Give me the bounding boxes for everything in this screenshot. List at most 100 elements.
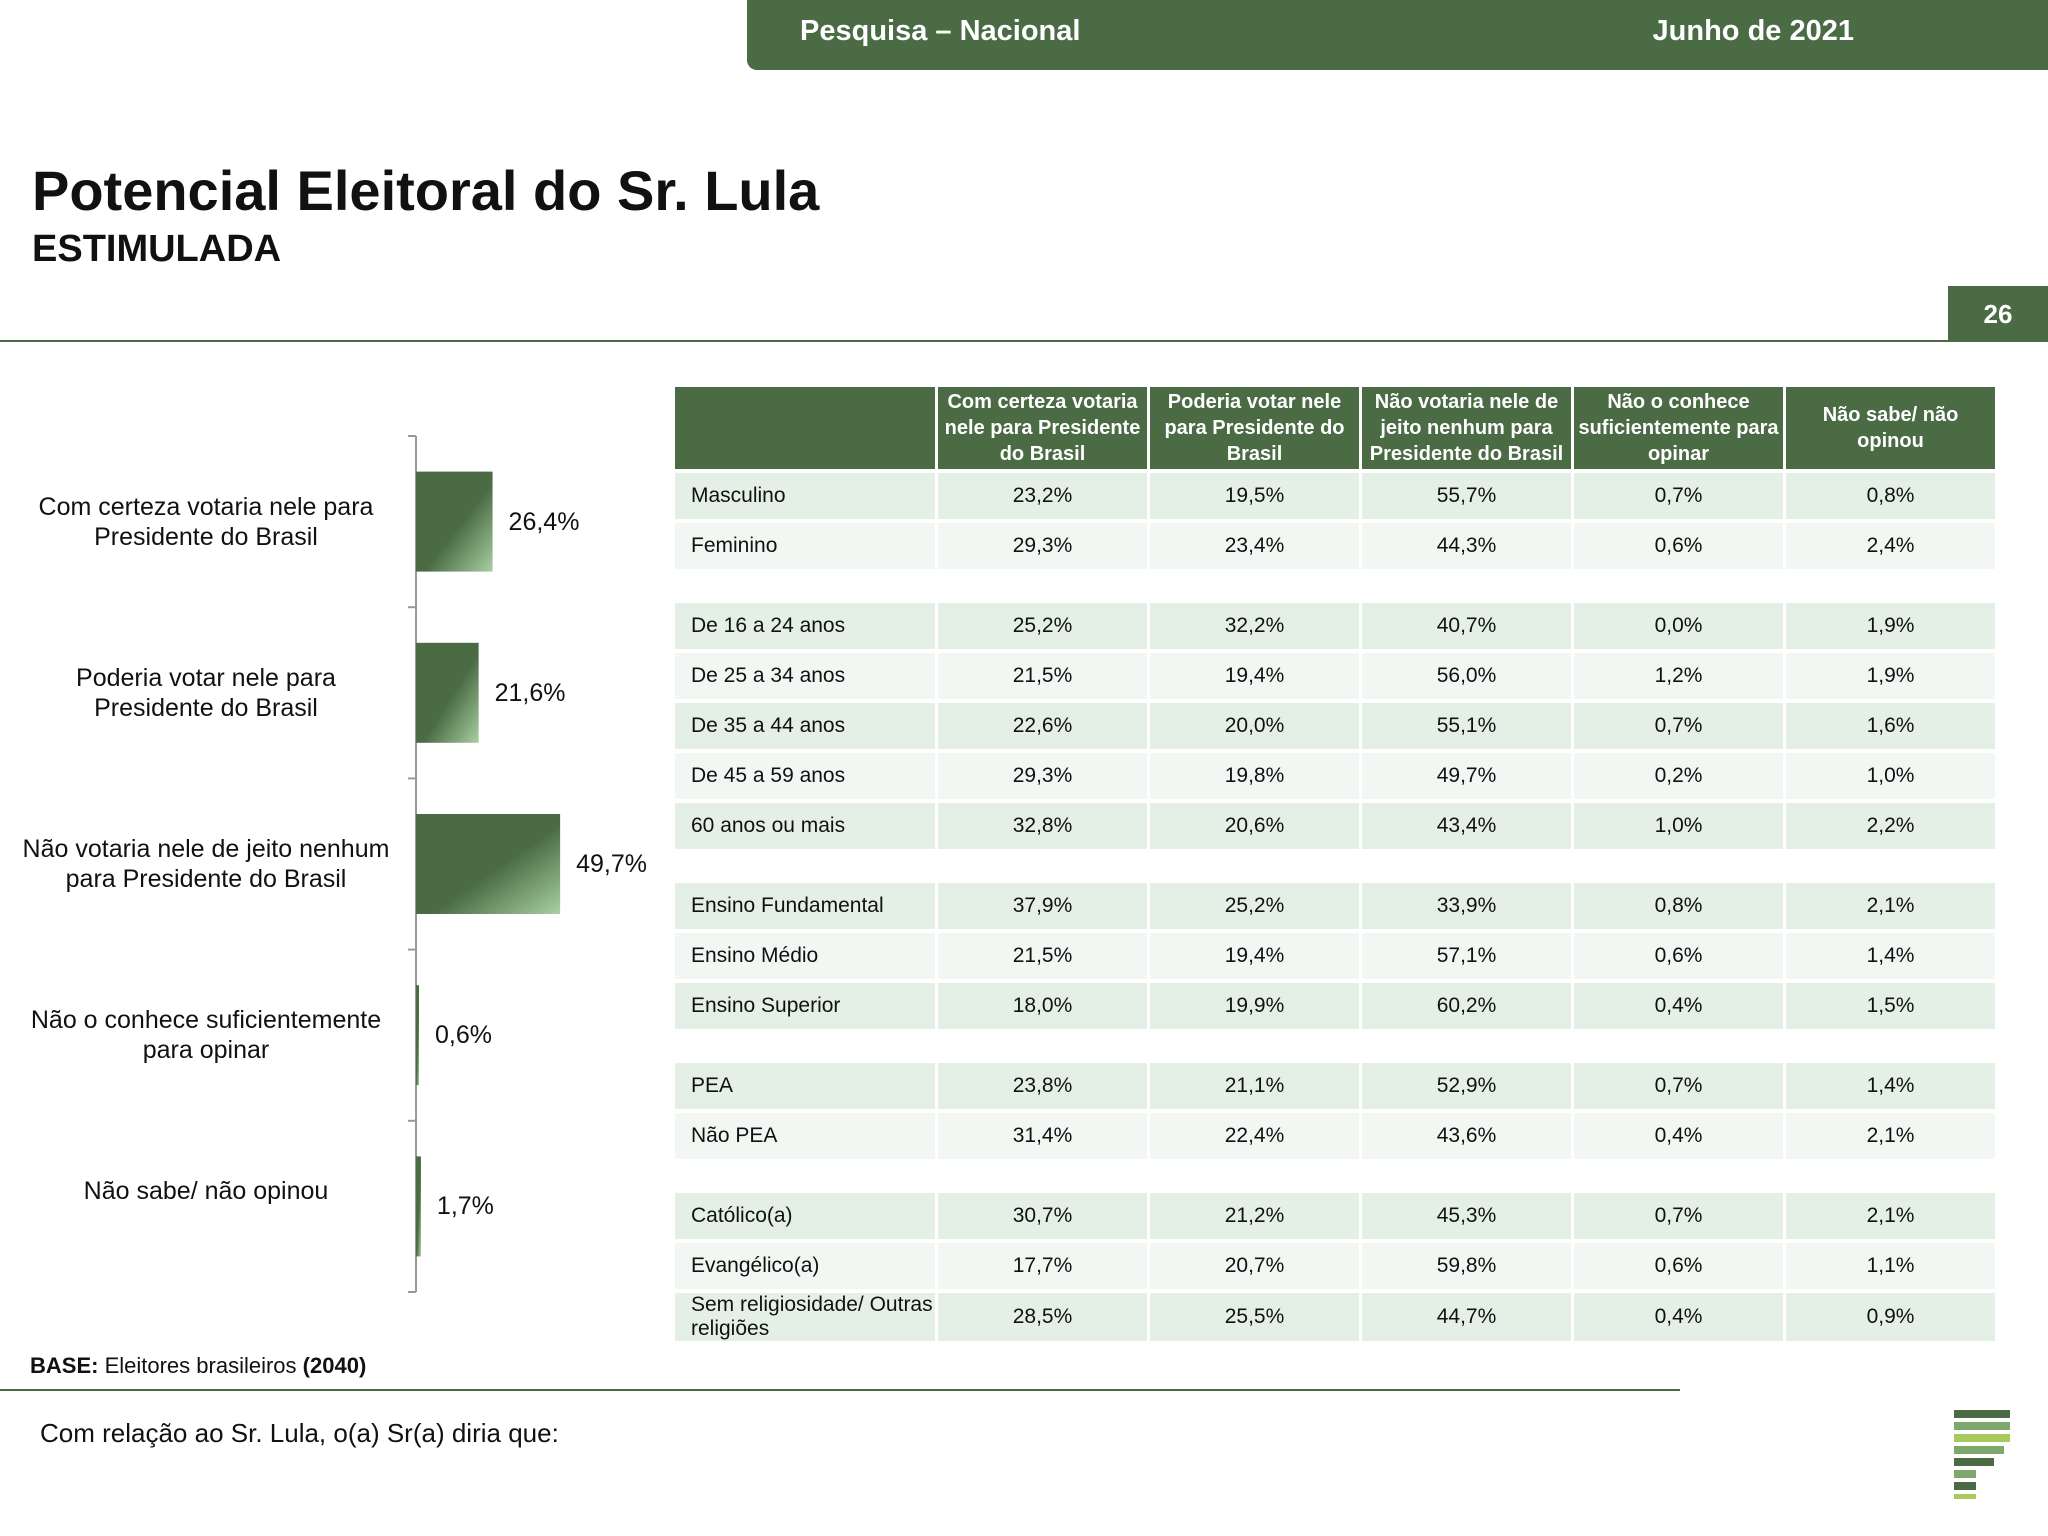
cell-value: 0,9% xyxy=(1786,1293,1995,1341)
cell-value: 19,9% xyxy=(1150,983,1359,1029)
cell-value: 1,2% xyxy=(1574,653,1783,699)
cell-value: 30,7% xyxy=(938,1193,1147,1239)
spacer-cell xyxy=(675,1033,1995,1059)
base-text: Eleitores brasileiros xyxy=(104,1353,297,1378)
bar-category-label: Com certeza votaria nele para Presidente… xyxy=(38,492,374,551)
group-spacer xyxy=(675,853,1995,879)
bar-chart-canvas xyxy=(408,435,561,1293)
cell-value: 0,0% xyxy=(1574,603,1783,649)
bar-value-label: 49,7% xyxy=(576,850,648,878)
survey-date: Junho de 2021 xyxy=(1652,15,1854,47)
cell-value: 23,2% xyxy=(938,473,1147,519)
table-row: De 16 a 24 anos 25,2% 32,2% 40,7% 0,0% 1,9% xyxy=(675,603,1995,649)
header-bar: Pesquisa – Nacional Junho de 2021 xyxy=(747,0,2048,70)
base-note: BASE: Eleitores brasileiros (2040) xyxy=(30,1353,366,1379)
cell-value: 0,4% xyxy=(1574,983,1783,1029)
cell-value: 33,9% xyxy=(1362,883,1571,929)
bar-category-label: Não o conhece suficientemente para opina… xyxy=(30,1006,382,1065)
cell-value: 55,1% xyxy=(1362,703,1571,749)
cell-value: 22,4% xyxy=(1150,1113,1359,1159)
group-spacer xyxy=(675,1033,1995,1059)
table-row: Ensino Superior 18,0% 19,9% 60,2% 0,4% 1,5% xyxy=(675,983,1995,1029)
cell-value: 2,1% xyxy=(1786,883,1995,929)
col-header: Com certeza votaria nele para Presidente… xyxy=(938,387,1147,469)
bar xyxy=(416,471,493,572)
bar-value-label: 1,7% xyxy=(436,1192,494,1221)
row-label: Ensino Fundamental xyxy=(675,883,935,929)
cell-value: 45,3% xyxy=(1362,1193,1571,1239)
table-header-blank xyxy=(675,387,935,469)
cell-value: 21,1% xyxy=(1150,1063,1359,1109)
cell-value: 59,8% xyxy=(1362,1243,1571,1289)
cell-value: 28,5% xyxy=(938,1293,1147,1341)
table-row: Feminino 29,3% 23,4% 44,3% 0,6% 2,4% xyxy=(675,523,1995,569)
cell-value: 31,4% xyxy=(938,1113,1147,1159)
bar xyxy=(416,642,479,743)
cell-value: 0,7% xyxy=(1574,473,1783,519)
cell-value: 23,8% xyxy=(938,1063,1147,1109)
col-header: Não sabe/ não opinou xyxy=(1786,387,1995,469)
cell-value: 29,3% xyxy=(938,523,1147,569)
row-label: Ensino Médio xyxy=(675,933,935,979)
table-row: Ensino Médio 21,5% 19,4% 57,1% 0,6% 1,4% xyxy=(675,933,1995,979)
cell-value: 32,8% xyxy=(938,803,1147,849)
cell-value: 0,6% xyxy=(1574,523,1783,569)
cell-value: 20,7% xyxy=(1150,1243,1359,1289)
table-row: De 35 a 44 anos 22,6% 20,0% 55,1% 0,7% 1,6% xyxy=(675,703,1995,749)
table-row: Sem religiosidade/ Outras religiões 28,5%… xyxy=(675,1293,1995,1341)
cell-value: 1,6% xyxy=(1786,703,1995,749)
cell-value: 18,0% xyxy=(938,983,1147,1029)
spacer-cell xyxy=(675,853,1995,879)
cell-value: 52,9% xyxy=(1362,1063,1571,1109)
row-label: Sem religiosidade/ Outras religiões xyxy=(675,1293,935,1341)
row-label: De 45 a 59 anos xyxy=(675,753,935,799)
cell-value: 0,7% xyxy=(1574,703,1783,749)
cell-value: 25,2% xyxy=(1150,883,1359,929)
table-header-row: Com certeza votaria nele para Presidente… xyxy=(675,387,1995,469)
cell-value: 25,2% xyxy=(938,603,1147,649)
cell-value: 60,2% xyxy=(1362,983,1571,1029)
cell-value: 20,0% xyxy=(1150,703,1359,749)
col-header: Não votaria nele de jeito nenhum para Pr… xyxy=(1362,387,1571,469)
spacer-cell xyxy=(675,1163,1995,1189)
page-title: Potencial Eleitoral do Sr. Lula xyxy=(32,159,820,222)
cell-value: 56,0% xyxy=(1362,653,1571,699)
cell-value: 57,1% xyxy=(1362,933,1571,979)
table-row: Ensino Fundamental 37,9% 25,2% 33,9% 0,8% 2,1… xyxy=(675,883,1995,929)
group-spacer xyxy=(675,1163,1995,1189)
cell-value: 1,9% xyxy=(1786,603,1995,649)
row-label: Evangélico(a) xyxy=(675,1243,935,1289)
table-row: De 45 a 59 anos 29,3% 19,8% 49,7% 0,2% 1,0% xyxy=(675,753,1995,799)
logo-icon xyxy=(1954,1410,2010,1499)
cell-value: 37,9% xyxy=(938,883,1147,929)
cell-value: 23,4% xyxy=(1150,523,1359,569)
cell-value: 1,9% xyxy=(1786,653,1995,699)
cell-value: 19,5% xyxy=(1150,473,1359,519)
survey-name: Pesquisa – Nacional xyxy=(800,15,1081,47)
table-row: Católico(a) 30,7% 21,2% 45,3% 0,7% 2,1% xyxy=(675,1193,1995,1239)
row-label: Feminino xyxy=(675,523,935,569)
row-label: 60 anos ou mais xyxy=(675,803,935,849)
cell-value: 21,5% xyxy=(938,653,1147,699)
spacer-cell xyxy=(675,573,1995,599)
row-label: PEA xyxy=(675,1063,935,1109)
col-header: Poderia votar nele para Presidente do Br… xyxy=(1150,387,1359,469)
cell-value: 20,6% xyxy=(1150,803,1359,849)
table-row: De 25 a 34 anos 21,5% 19,4% 56,0% 1,2% 1,9% xyxy=(675,653,1995,699)
cell-value: 0,7% xyxy=(1574,1063,1783,1109)
row-label: De 16 a 24 anos xyxy=(675,603,935,649)
page-number: 26 xyxy=(1948,286,2048,342)
base-n: (2040) xyxy=(302,1353,367,1378)
bar-category-label: Não sabe/ não opinou xyxy=(83,1177,329,1206)
cell-value: 44,7% xyxy=(1362,1293,1571,1341)
cell-value: 0,4% xyxy=(1574,1293,1783,1341)
bar xyxy=(416,985,419,1086)
col-header: Não o conhece suficientemente para opina… xyxy=(1574,387,1783,469)
cell-value: 0,7% xyxy=(1574,1193,1783,1239)
row-label: Não PEA xyxy=(675,1113,935,1159)
cell-value: 43,4% xyxy=(1362,803,1571,849)
cell-value: 19,4% xyxy=(1150,653,1359,699)
cell-value: 0,8% xyxy=(1786,473,1995,519)
cell-value: 25,5% xyxy=(1150,1293,1359,1341)
base-label: BASE: xyxy=(30,1353,99,1378)
